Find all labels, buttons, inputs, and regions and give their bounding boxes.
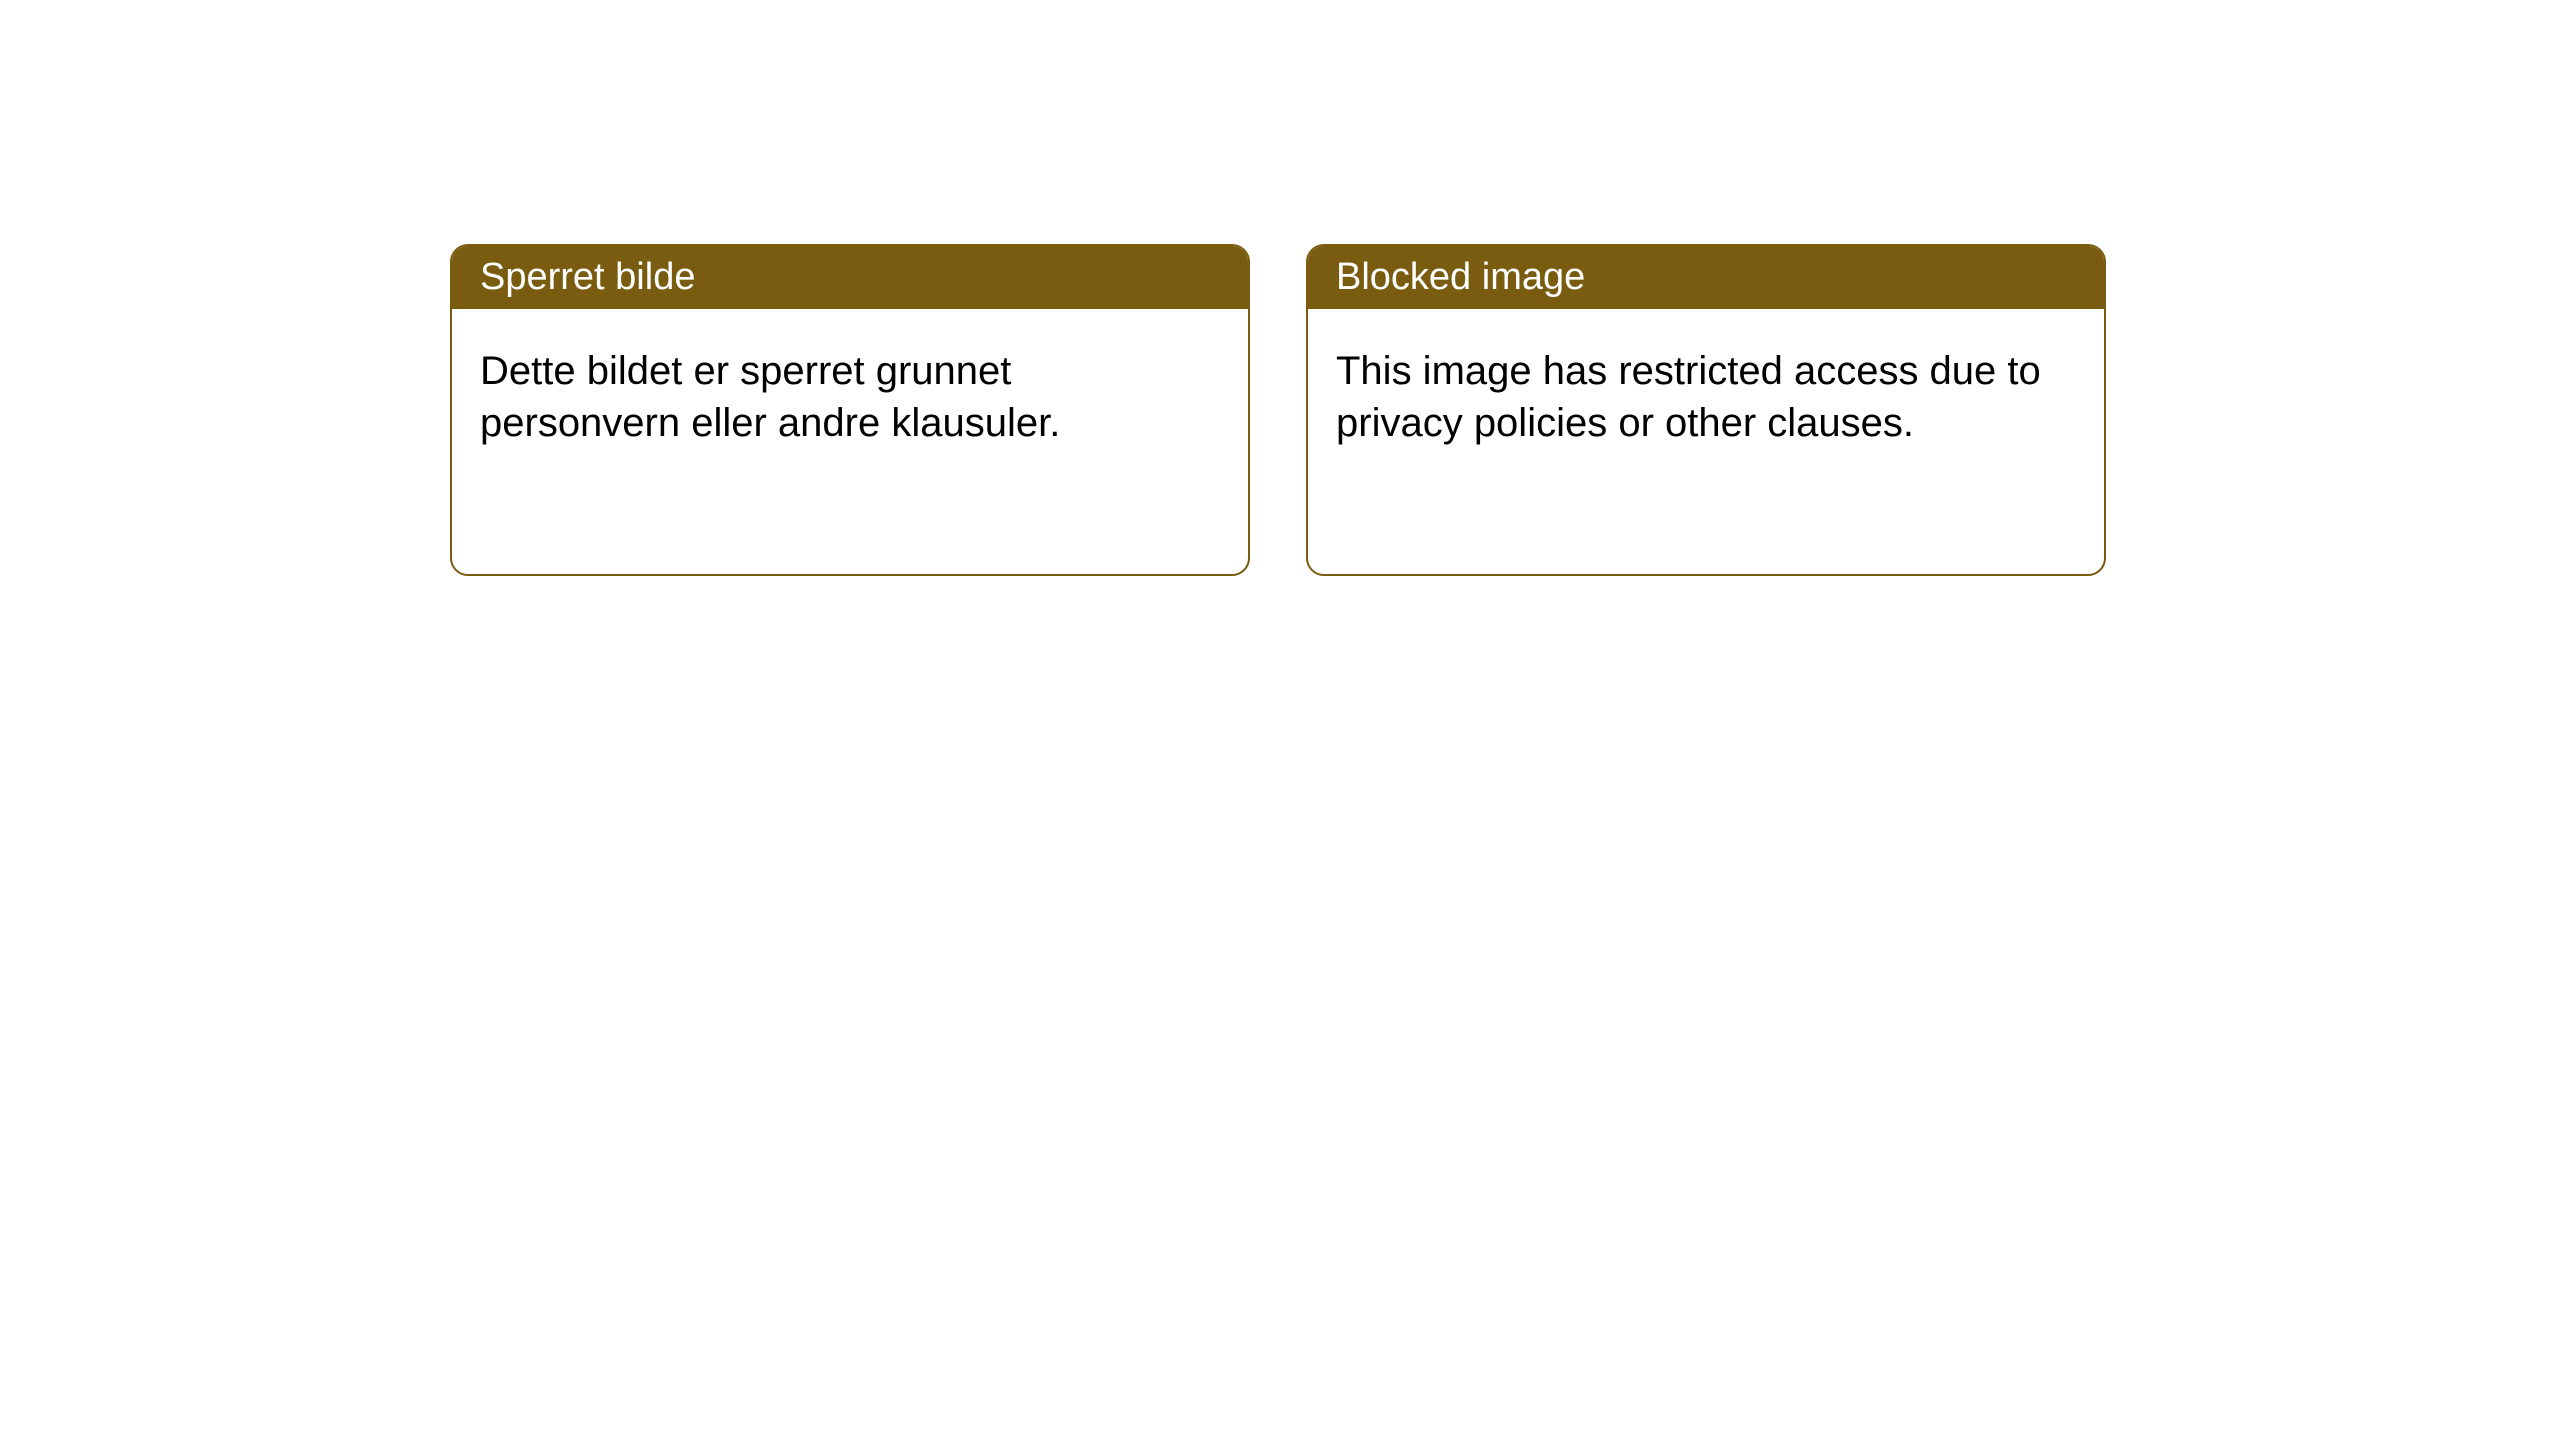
notice-body: Dette bildet er sperret grunnet personve… [452, 309, 1248, 485]
notice-box-norwegian: Sperret bilde Dette bildet er sperret gr… [450, 244, 1250, 576]
notice-box-english: Blocked image This image has restricted … [1306, 244, 2106, 576]
notice-header: Blocked image [1308, 246, 2104, 309]
notice-header: Sperret bilde [452, 246, 1248, 309]
notice-body: This image has restricted access due to … [1308, 309, 2104, 485]
notice-container: Sperret bilde Dette bildet er sperret gr… [0, 0, 2560, 576]
